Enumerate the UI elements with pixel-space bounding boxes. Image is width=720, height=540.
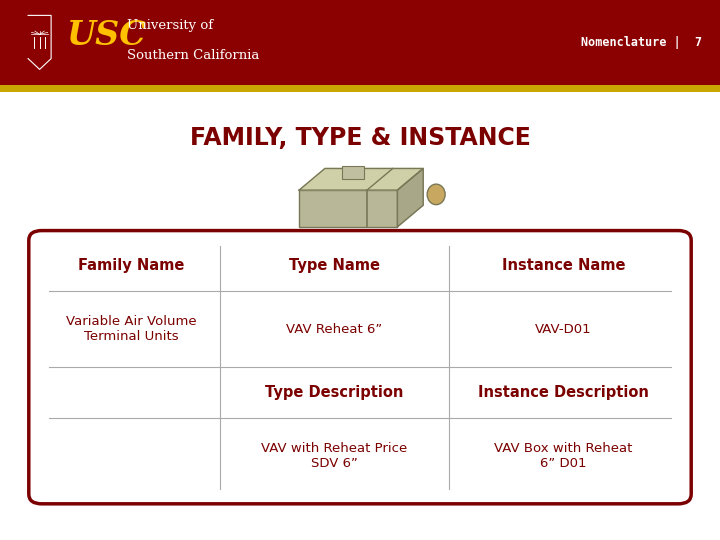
Ellipse shape bbox=[427, 184, 445, 205]
FancyBboxPatch shape bbox=[0, 85, 720, 92]
Text: VAV Box with Reheat
6” D01: VAV Box with Reheat 6” D01 bbox=[495, 442, 633, 470]
Text: FAMILY, TYPE & INSTANCE: FAMILY, TYPE & INSTANCE bbox=[189, 126, 531, 150]
Text: Instance Name: Instance Name bbox=[502, 258, 626, 273]
Text: Southern California: Southern California bbox=[127, 49, 260, 62]
FancyBboxPatch shape bbox=[29, 231, 691, 504]
Text: Family Name: Family Name bbox=[78, 258, 184, 273]
FancyBboxPatch shape bbox=[300, 190, 397, 227]
Polygon shape bbox=[300, 168, 423, 190]
Text: Instance Description: Instance Description bbox=[478, 385, 649, 400]
Text: Nomenclature |  7: Nomenclature | 7 bbox=[581, 36, 702, 49]
Text: Variable Air Volume
Terminal Units: Variable Air Volume Terminal Units bbox=[66, 315, 196, 343]
Polygon shape bbox=[397, 168, 423, 227]
Text: VAV-D01: VAV-D01 bbox=[536, 322, 592, 336]
Text: Type Description: Type Description bbox=[266, 385, 404, 400]
Text: USC: USC bbox=[66, 19, 146, 52]
Text: VAV with Reheat Price
SDV 6”: VAV with Reheat Price SDV 6” bbox=[261, 442, 408, 470]
Text: Type Name: Type Name bbox=[289, 258, 380, 273]
Text: VAV Reheat 6”: VAV Reheat 6” bbox=[287, 322, 382, 336]
Text: University of: University of bbox=[127, 19, 214, 32]
FancyBboxPatch shape bbox=[0, 0, 720, 85]
FancyBboxPatch shape bbox=[343, 166, 364, 179]
